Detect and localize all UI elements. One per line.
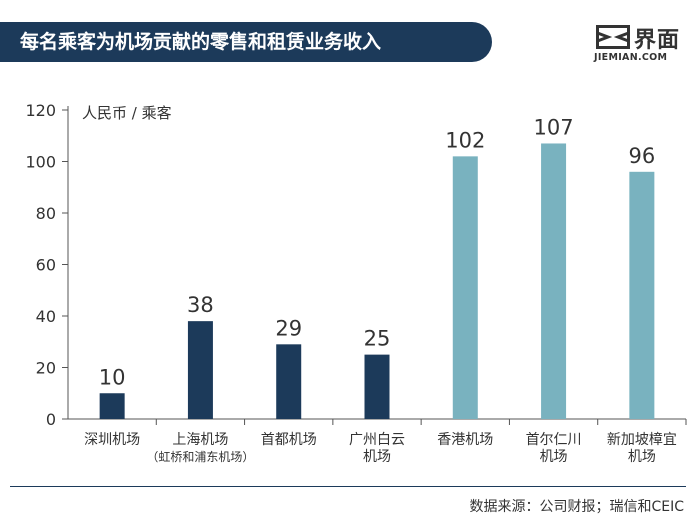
value-label: 38 bbox=[187, 293, 214, 317]
y-tick-label: 20 bbox=[36, 359, 56, 378]
labels: 10深圳机场38上海机场（虹桥和浦东机场）29首都机场25广州白云机场102香港… bbox=[84, 115, 677, 465]
category-label: 机场 bbox=[540, 449, 568, 465]
category-label: 首都机场 bbox=[261, 432, 317, 448]
value-label: 107 bbox=[534, 115, 574, 139]
bar bbox=[187, 321, 213, 419]
category-label: 新加坡樟宜 bbox=[607, 431, 677, 448]
y-tick-label: 120 bbox=[25, 101, 56, 120]
bar bbox=[541, 143, 567, 419]
y-tick-label: 100 bbox=[25, 153, 56, 172]
category-label: 首尔仁川 bbox=[526, 432, 582, 448]
jiemian-logo-icon bbox=[596, 25, 630, 49]
value-label: 10 bbox=[99, 365, 126, 389]
footer-divider bbox=[10, 486, 686, 487]
bars bbox=[99, 143, 655, 419]
title-banner: 每名乘客为机场贡献的零售和租赁业务收入 bbox=[0, 22, 492, 62]
y-axis-label: 人民币 / 乘客 bbox=[82, 104, 172, 122]
bar bbox=[99, 393, 125, 419]
chart-title: 每名乘客为机场贡献的零售和租赁业务收入 bbox=[20, 31, 382, 53]
y-tick-label: 60 bbox=[36, 256, 56, 275]
value-label: 29 bbox=[275, 316, 302, 340]
value-label: 96 bbox=[628, 144, 655, 168]
bar bbox=[276, 344, 302, 419]
category-label: 机场 bbox=[363, 449, 391, 465]
y-tick-label: 0 bbox=[46, 410, 56, 429]
value-label: 25 bbox=[364, 327, 391, 351]
y-tick-label: 80 bbox=[36, 204, 56, 223]
category-label: 香港机场 bbox=[437, 432, 493, 448]
category-label: 机场 bbox=[628, 449, 656, 465]
logo-text-en: JIEMIAN.COM bbox=[594, 52, 668, 63]
bar bbox=[629, 171, 655, 419]
jiemian-logo[interactable]: 界面 JIEMIAN.COM bbox=[594, 22, 686, 66]
bar bbox=[452, 156, 478, 419]
data-source: 数据来源：公司财报；瑞信和CEIC bbox=[469, 499, 684, 515]
logo-text-cn: 界面 bbox=[634, 28, 681, 53]
bar bbox=[364, 354, 390, 419]
category-label: （虹桥和浦东机场） bbox=[146, 450, 254, 464]
category-label: 上海机场 bbox=[172, 432, 228, 448]
y-tick-label: 40 bbox=[36, 307, 56, 326]
category-label: 深圳机场 bbox=[84, 432, 140, 448]
value-label: 102 bbox=[445, 128, 485, 152]
category-label: 广州白云 bbox=[349, 432, 405, 448]
